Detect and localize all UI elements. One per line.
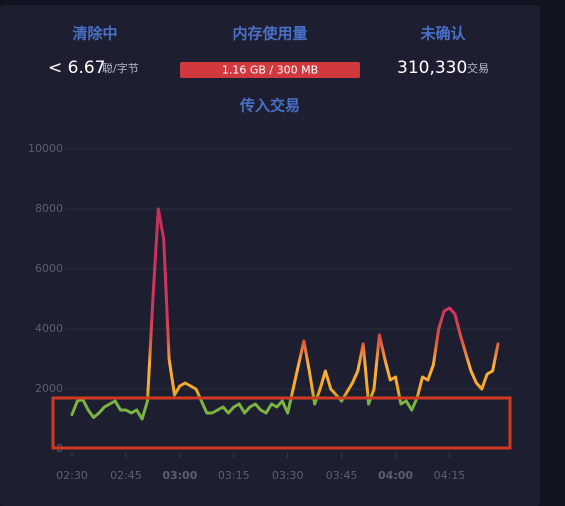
x-tick-label: 03:00 — [162, 469, 197, 482]
y-tick-label: 6000 — [35, 262, 63, 275]
stat-value: < 6.67 — [48, 58, 106, 78]
stat-title: 未确认 — [419, 25, 466, 43]
panel — [0, 5, 540, 506]
memory-value: 1.16 GB / 300 MB — [222, 64, 318, 77]
x-tick-label: 03:15 — [218, 469, 250, 482]
highlight-box — [51, 396, 512, 450]
series-line — [70, 207, 500, 421]
x-tick-label: 02:45 — [110, 469, 142, 482]
x-tick-label: 04:00 — [378, 469, 413, 482]
stat-unit: 聪/字节 — [102, 61, 139, 75]
y-tick-label: 4000 — [35, 322, 63, 335]
x-tick-label: 03:45 — [326, 469, 358, 482]
y-tick-label: 8000 — [35, 202, 63, 215]
y-tick-label: 10000 — [28, 142, 63, 155]
chart-title: 传入交易 — [239, 97, 300, 115]
stat-title: 内存使用量 — [232, 25, 307, 43]
stat-unit: 交易 — [467, 61, 489, 75]
memory-bar — [180, 62, 360, 78]
stat-value: 310,330 — [397, 58, 467, 78]
stat-title: 清除中 — [72, 25, 117, 43]
x-tick-label: 04:15 — [434, 469, 466, 482]
x-tick-label: 02:30 — [56, 469, 88, 482]
x-tick-label: 03:30 — [272, 469, 304, 482]
y-tick-label: 2000 — [35, 382, 63, 395]
